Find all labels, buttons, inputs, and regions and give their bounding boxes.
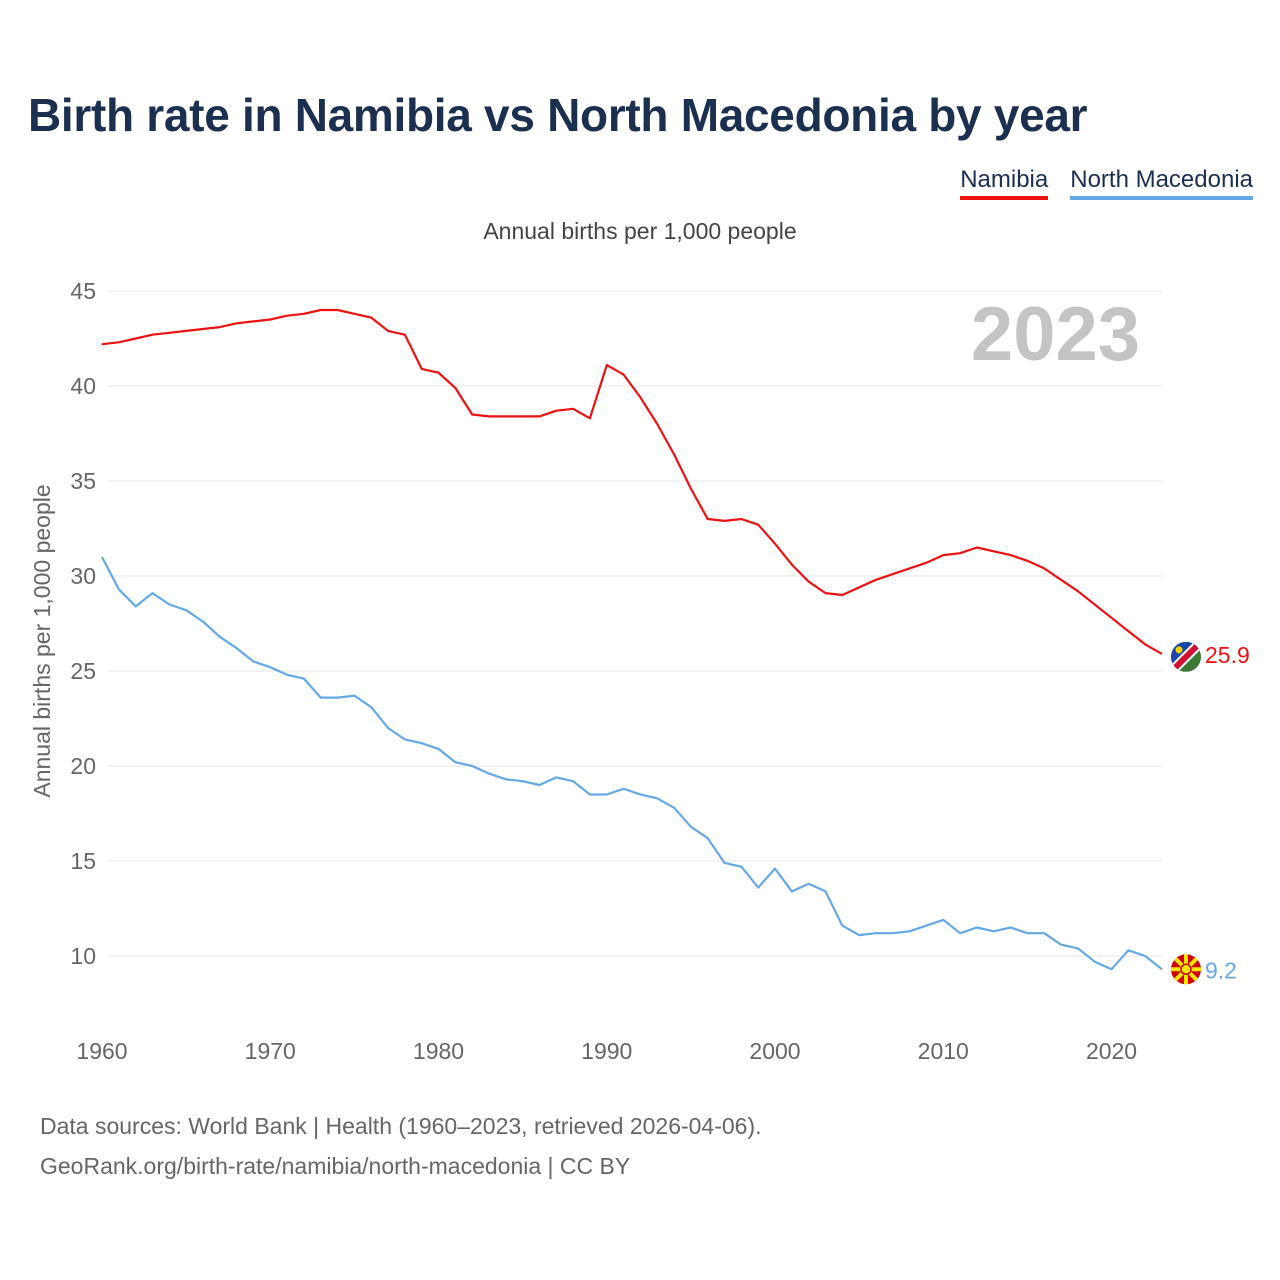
chart-subtitle: Annual births per 1,000 people xyxy=(483,218,797,244)
y-tick-label-30: 30 xyxy=(70,563,96,589)
flag-namibia-icon xyxy=(1171,641,1201,672)
footer-link[interactable]: GeoRank.org/birth-rate/namibia/north-mac… xyxy=(40,1153,631,1179)
y-tick-label-25: 25 xyxy=(70,658,96,684)
footer-sources: Data sources: World Bank | Health (1960–… xyxy=(40,1113,762,1139)
y-tick-label-40: 40 xyxy=(70,373,96,399)
series-line-north-macedonia xyxy=(101,556,1163,971)
y-tick-label-45: 45 xyxy=(70,278,96,304)
x-tick-label-2000: 2000 xyxy=(749,1038,800,1064)
x-tick-label-1960: 1960 xyxy=(76,1038,127,1064)
y-axis-label: Annual births per 1,000 people xyxy=(29,484,55,797)
x-tick-label-1970: 1970 xyxy=(245,1038,296,1064)
end-label-north-macedonia: 9.2 xyxy=(1205,957,1237,983)
x-tick-label-1990: 1990 xyxy=(581,1038,632,1064)
x-tick-label-2020: 2020 xyxy=(1086,1038,1137,1064)
legend: Namibia North Macedonia xyxy=(960,166,1253,200)
y-tick-label-15: 15 xyxy=(70,848,96,874)
chart-title: Birth rate in Namibia vs North Macedonia… xyxy=(28,89,1088,141)
footer: Data sources: World Bank | Health (1960–… xyxy=(40,1106,762,1186)
x-tick-label-1980: 1980 xyxy=(413,1038,464,1064)
y-tick-label-35: 35 xyxy=(70,468,96,494)
y-tick-label-10: 10 xyxy=(70,943,96,969)
series-line-namibia xyxy=(101,308,1163,655)
year-watermark: 2023 xyxy=(971,292,1140,377)
legend-item-north-macedonia[interactable]: North Macedonia xyxy=(1070,166,1253,200)
y-tick-label-20: 20 xyxy=(70,753,96,779)
end-label-namibia: 25.9 xyxy=(1205,642,1250,668)
legend-item-namibia[interactable]: Namibia xyxy=(960,166,1049,200)
x-tick-label-2010: 2010 xyxy=(918,1038,969,1064)
flag-north-macedonia-icon xyxy=(1171,954,1201,985)
